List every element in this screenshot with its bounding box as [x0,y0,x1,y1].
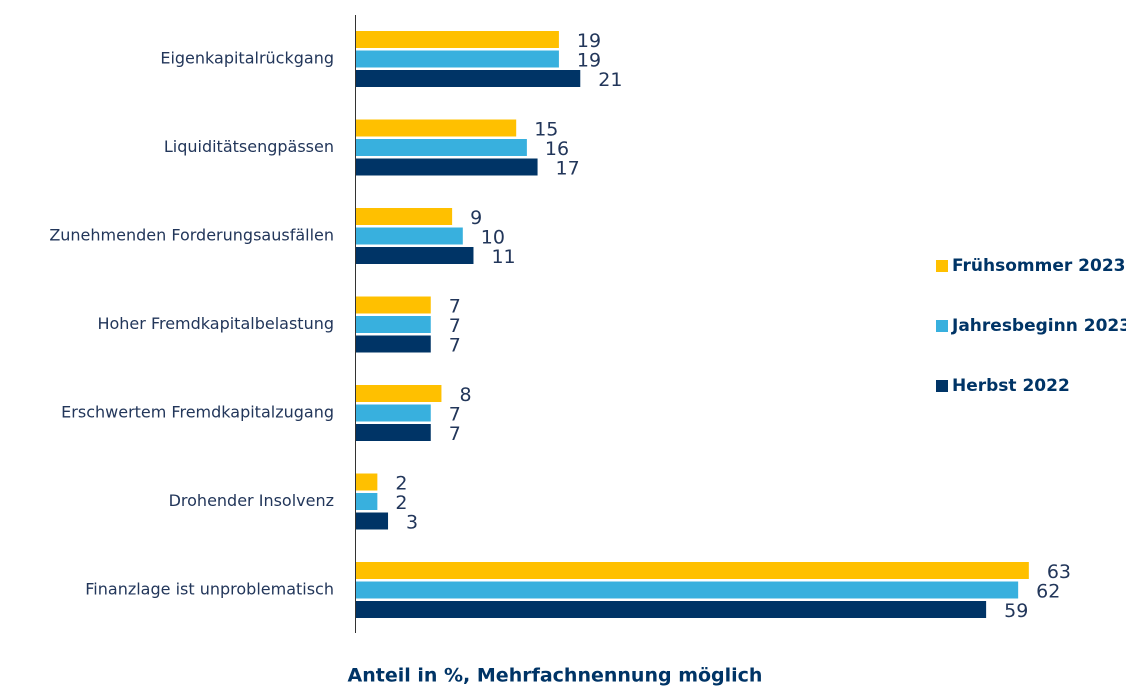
bar [356,70,581,87]
value-label: 63 [1047,561,1071,583]
value-label: 8 [459,384,471,406]
value-label: 2 [395,492,407,514]
category-label: Liquiditätsengpässen [164,137,334,156]
legend-label: Jahresbeginn 2023 [951,316,1126,336]
legend-swatch [936,380,948,392]
bar [356,473,378,491]
value-label: 9 [470,207,482,229]
legend-swatch [936,260,948,272]
value-label: 7 [449,335,461,357]
value-label: 62 [1036,581,1060,603]
bar [356,335,431,353]
category-label: Eigenkapitalrückgang [160,49,334,68]
legend-label: Herbst 2022 [952,376,1070,396]
x-axis-label: Anteil in %, Mehrfachnennung möglich [348,665,763,687]
bar [356,493,378,510]
value-label: 3 [406,512,418,534]
bar [356,581,1019,599]
bar [356,601,987,618]
bar [356,139,527,156]
legend-label: Frühsommer 2023 [952,256,1126,276]
bar [356,31,559,48]
bar [356,424,431,441]
legend-swatch [936,320,948,332]
value-label: 19 [577,50,601,72]
value-label: 16 [545,138,569,160]
value-label: 10 [481,227,505,249]
bar [356,158,538,176]
category-label: Hoher Fremdkapitalbelastung [97,314,334,333]
bar [356,316,431,333]
category-label: Zunehmenden Forderungsausfällen [49,226,334,245]
value-label: 59 [1004,600,1028,622]
bar [356,512,389,530]
value-label: 17 [556,158,580,180]
value-label: 21 [598,69,622,91]
value-label: 11 [491,246,515,268]
value-label: 7 [449,315,461,337]
value-label: 2 [395,473,407,495]
value-label: 7 [449,404,461,426]
category-label: Finanzlage ist unproblematisch [85,580,334,599]
category-label: Erschwertem Fremdkapitalzugang [61,403,334,422]
value-label: 15 [534,119,558,141]
category-label: Drohender Insolvenz [169,491,334,510]
bar [356,404,431,422]
value-label: 7 [449,423,461,445]
bar [356,247,474,264]
bar [356,119,517,137]
bar [356,208,453,225]
value-label: 19 [577,30,601,52]
bar [356,296,431,314]
bar [356,227,463,245]
value-label: 7 [449,296,461,318]
bar [356,50,559,68]
bar [356,385,442,402]
bar [356,562,1029,579]
